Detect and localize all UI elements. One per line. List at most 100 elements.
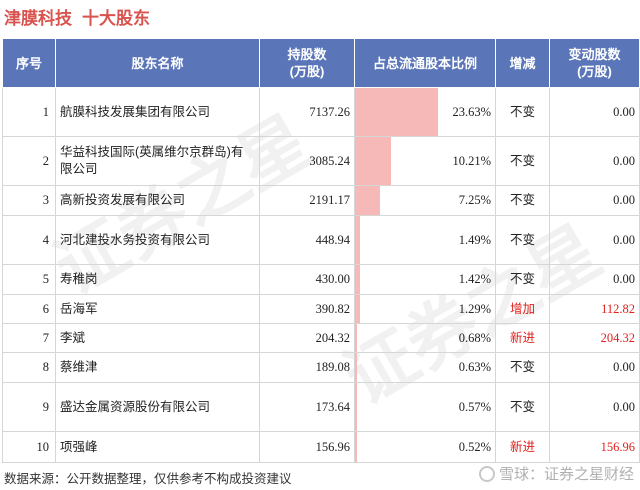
row-index: 5	[2, 264, 56, 295]
ratio-cell: 1.29%	[354, 294, 496, 324]
ratio-bar	[355, 295, 360, 323]
change-status: 不变	[495, 185, 550, 216]
column-header-ratio: 占总流通股本比例	[354, 38, 496, 88]
brand-text: 雪球：证券之星财经	[498, 466, 634, 483]
table-header-row: 序号 股东名称 持股数 (万股) 占总流通股本比例 增减 变动股数 (万股)	[2, 38, 640, 88]
shareholders-table: 序号 股东名称 持股数 (万股) 占总流通股本比例 增减 变动股数 (万股) 1 航膜…	[2, 38, 640, 463]
ratio-bar	[355, 353, 358, 382]
change-status: 不变	[495, 215, 550, 265]
row-index: 3	[2, 185, 56, 216]
change-shares: 0.00	[549, 185, 640, 216]
shareholder-name: 河北建投水务投资有限公司	[55, 215, 260, 265]
ratio-cell: 0.57%	[354, 382, 496, 432]
ratio-value: 0.63%	[458, 360, 491, 374]
change-status: 不变	[495, 136, 550, 186]
column-header-change: 增减	[495, 38, 550, 88]
shares-held: 390.82	[259, 294, 355, 324]
shareholder-name: 岳海军	[55, 294, 260, 324]
row-index: 7	[2, 323, 56, 353]
row-index: 1	[2, 87, 56, 137]
ratio-bar	[355, 324, 358, 352]
shareholder-name: 项强峰	[55, 431, 260, 463]
table-row: 9 盛达金属资源股份有限公司 173.64 0.57% 不变 0.00	[2, 382, 640, 432]
table-row: 6 岳海军 390.82 1.29% 增加 112.82	[2, 294, 640, 324]
table-row: 4 河北建投水务投资有限公司 448.94 1.49% 不变 0.00	[2, 215, 640, 265]
ratio-value: 23.63%	[452, 104, 491, 119]
ratio-cell: 0.52%	[354, 431, 496, 463]
change-status: 新进	[495, 431, 550, 463]
page-title: 津膜科技 十大股东	[4, 4, 150, 30]
ratio-cell: 7.25%	[354, 185, 496, 216]
ratio-value: 10.21%	[452, 153, 491, 168]
ratio-value: 7.25%	[458, 193, 491, 207]
shareholder-name: 蔡维津	[55, 352, 260, 383]
change-shares: 0.00	[549, 136, 640, 186]
shares-held: 7137.26	[259, 87, 355, 137]
change-status: 不变	[495, 264, 550, 295]
snowball-logo-icon	[478, 466, 495, 482]
change-shares: 204.32	[549, 323, 640, 353]
ratio-cell: 0.63%	[354, 352, 496, 383]
ratio-value: 1.29%	[458, 301, 491, 316]
table-row: 2 华益科技国际(英属维尔京群岛)有限公司 3085.24 10.21% 不变 0.00	[2, 136, 640, 186]
row-index: 6	[2, 294, 56, 324]
table-row: 3 高新投资发展有限公司 2191.17 7.25% 不变 0.00	[2, 185, 640, 216]
table-row: 7 李斌 204.32 0.68% 新进 204.32	[2, 323, 640, 353]
column-header-shares: 持股数 (万股)	[259, 38, 355, 88]
column-header-name: 股东名称	[55, 38, 260, 88]
column-header-change-shares: 变动股数 (万股)	[549, 38, 640, 88]
ratio-value: 1.49%	[458, 232, 491, 247]
shares-held: 173.64	[259, 382, 355, 432]
ratio-cell: 1.42%	[354, 264, 496, 295]
change-shares: 0.00	[549, 264, 640, 295]
ratio-bar	[355, 383, 357, 431]
column-header-index: 序号	[2, 38, 56, 88]
row-index: 4	[2, 215, 56, 265]
table-row: 5 寿稚岗 430.00 1.42% 不变 0.00	[2, 264, 640, 295]
change-shares: 0.00	[549, 215, 640, 265]
row-index: 2	[2, 136, 56, 186]
ratio-cell: 23.63%	[354, 87, 496, 137]
ratio-cell: 1.49%	[354, 215, 496, 265]
row-index: 8	[2, 352, 56, 383]
change-shares: 0.00	[549, 382, 640, 432]
shares-held: 189.08	[259, 352, 355, 383]
ratio-value: 0.57%	[458, 399, 491, 414]
shareholder-name: 航膜科技发展集团有限公司	[55, 87, 260, 137]
change-shares: 0.00	[549, 87, 640, 137]
title-subtitle: 十大股东	[82, 9, 150, 28]
ratio-bar	[355, 88, 439, 136]
ratio-bar	[355, 216, 361, 264]
change-status: 不变	[495, 352, 550, 383]
data-source-note: 数据来源：公开数据整理，仅供参考不构成投资建议	[4, 472, 292, 486]
table-row: 8 蔡维津 189.08 0.63% 不变 0.00	[2, 352, 640, 383]
ratio-value: 1.42%	[458, 272, 491, 286]
ratio-cell: 0.68%	[354, 323, 496, 353]
shareholder-name: 李斌	[55, 323, 260, 353]
ratio-value: 0.52%	[458, 439, 491, 454]
shares-held: 204.32	[259, 323, 355, 353]
ratio-bar	[355, 186, 381, 215]
ratio-cell: 10.21%	[354, 136, 496, 186]
shares-held: 3085.24	[259, 136, 355, 186]
row-index: 10	[2, 431, 56, 463]
change-shares: 112.82	[549, 294, 640, 324]
company-name: 津膜科技	[4, 9, 72, 28]
change-shares: 0.00	[549, 352, 640, 383]
shareholder-name: 华益科技国际(英属维尔京群岛)有限公司	[55, 136, 260, 186]
ratio-bar	[355, 265, 360, 294]
ratio-value: 0.68%	[458, 330, 491, 345]
shares-held: 448.94	[259, 215, 355, 265]
table-row: 10 项强峰 156.96 0.52% 新进 156.96	[2, 431, 640, 463]
row-index: 9	[2, 382, 56, 432]
shares-held: 2191.17	[259, 185, 355, 216]
table-row: 1 航膜科技发展集团有限公司 7137.26 23.63% 不变 0.00	[2, 87, 640, 137]
brand-watermark: 雪球：证券之星财经	[478, 463, 634, 484]
change-status: 不变	[495, 382, 550, 432]
shares-held: 156.96	[259, 431, 355, 463]
shareholder-name: 盛达金属资源股份有限公司	[55, 382, 260, 432]
ratio-bar	[355, 432, 357, 462]
ratio-bar	[355, 137, 391, 185]
change-status: 新进	[495, 323, 550, 353]
shareholder-name: 寿稚岗	[55, 264, 260, 295]
